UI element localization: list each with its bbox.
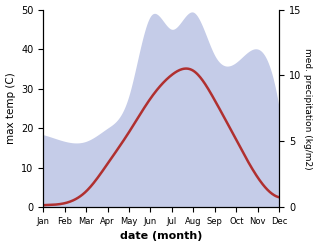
Y-axis label: med. precipitation (kg/m2): med. precipitation (kg/m2) (303, 48, 313, 169)
X-axis label: date (month): date (month) (120, 231, 203, 242)
Y-axis label: max temp (C): max temp (C) (5, 72, 16, 144)
